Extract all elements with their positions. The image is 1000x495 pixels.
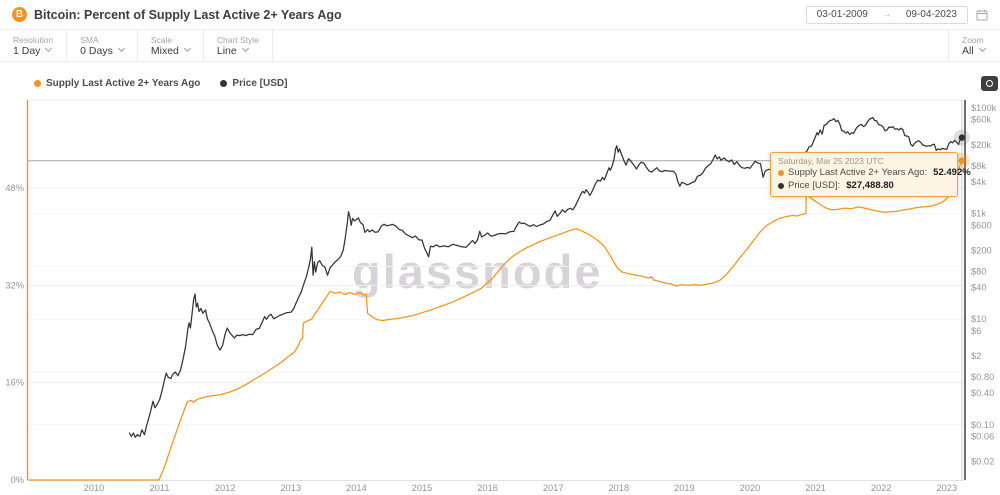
chart-tooltip: Saturday, Mar 25 2023 UTC Supply Last Ac… bbox=[770, 152, 971, 197]
x-axis-tick-label: 2017 bbox=[543, 483, 564, 493]
legend-dot-icon bbox=[220, 80, 228, 87]
bitcoin-icon: B bbox=[12, 7, 27, 22]
tooltip-row-label: Supply Last Active 2+ Years Ago: bbox=[788, 167, 928, 178]
date-to-value[interactable]: 09-04-2023 bbox=[905, 9, 957, 20]
glassnode-watermark: glassnode bbox=[352, 245, 603, 298]
chevron-down-icon bbox=[183, 44, 191, 53]
series-line-left bbox=[28, 160, 963, 481]
chevron-down-icon bbox=[241, 44, 249, 53]
x-axis-tick-label: 2023 bbox=[936, 483, 957, 493]
right-axis-tick-label: $6 bbox=[971, 326, 981, 336]
chevron-down-icon bbox=[117, 44, 125, 53]
camera-icon bbox=[986, 80, 993, 87]
right-axis-tick-label: $20k bbox=[971, 140, 992, 150]
sma-select[interactable]: SMA 0 Days bbox=[67, 30, 138, 61]
chevron-down-icon bbox=[45, 44, 53, 53]
tooltip-date: Saturday, Mar 25 2023 UTC bbox=[778, 156, 884, 166]
date-from-value[interactable]: 03-01-2009 bbox=[816, 9, 868, 20]
right-axis-tick-label: $0.40 bbox=[971, 388, 994, 398]
right-axis-tick-label: $60k bbox=[971, 115, 992, 125]
right-axis-tick-label: $8k bbox=[971, 161, 986, 171]
right-axis-tick-label: $10 bbox=[971, 314, 987, 324]
right-axis-tick-label: $600 bbox=[971, 220, 992, 230]
chart-style-select[interactable]: Chart Style Line bbox=[204, 30, 273, 61]
right-axis-tick-label: $4k bbox=[971, 177, 986, 187]
right-axis-tick-label: $100k bbox=[971, 103, 997, 113]
zoom-select[interactable]: Zoom All bbox=[948, 30, 1000, 61]
right-axis-tick-label: $2 bbox=[971, 351, 981, 361]
date-range-arrow-icon: → bbox=[881, 9, 892, 20]
legend-item[interactable]: Price [USD] bbox=[220, 78, 287, 89]
chart-toolbar: Resolution 1 Day SMA 0 Days Scale Mixed Chart … bbox=[0, 30, 1000, 62]
x-axis-tick-label: 2013 bbox=[280, 483, 301, 493]
tooltip-row: Supply Last Active 2+ Years Ago: 52.492% bbox=[778, 167, 971, 180]
legend-dot-icon bbox=[34, 80, 41, 87]
date-range-picker[interactable]: 03-01-2009 → 09-04-2023 bbox=[805, 5, 968, 24]
calendar-icon-glyph bbox=[976, 9, 988, 20]
legend-label: Supply Last Active 2+ Years Ago bbox=[46, 78, 201, 89]
scale-select[interactable]: Scale Mixed bbox=[138, 30, 204, 61]
title-bar: B Bitcoin: Percent of Supply Last Active… bbox=[0, 0, 1000, 30]
resolution-select[interactable]: Resolution 1 Day bbox=[0, 30, 68, 61]
x-axis-tick-label: 2016 bbox=[477, 483, 498, 493]
page-title: Bitcoin: Percent of Supply Last Active 2… bbox=[34, 7, 342, 22]
camera-button[interactable] bbox=[981, 76, 998, 91]
right-axis-tick-label: $0.10 bbox=[971, 420, 994, 430]
x-axis-tick-label: 2020 bbox=[740, 483, 761, 493]
zoom-label: Zoom bbox=[962, 34, 984, 45]
left-axis-tick-label: 32% bbox=[5, 280, 24, 290]
right-axis-tick-label: $200 bbox=[971, 246, 992, 256]
x-axis-tick-label: 2021 bbox=[805, 483, 826, 493]
left-axis-tick-label: 0% bbox=[11, 475, 24, 485]
left-axis-tick-label: 48% bbox=[5, 183, 24, 193]
tooltip-row-label: Price [USD]: bbox=[788, 179, 841, 191]
legend-item[interactable]: Supply Last Active 2+ Years Ago bbox=[34, 78, 200, 89]
legend: Supply Last Active 2+ Years Ago Price [US… bbox=[34, 78, 287, 89]
x-axis-tick-label: 2010 bbox=[84, 483, 105, 493]
right-axis-tick-label: $0.02 bbox=[971, 457, 994, 467]
toolbar-controls: Resolution 1 Day SMA 0 Days Scale Mixed Chart … bbox=[0, 30, 273, 61]
tooltip-row: Price [USD]: $27,488.80 bbox=[778, 180, 950, 193]
supply-marker-dot bbox=[958, 157, 966, 164]
tooltip-row-value: $27,488.80 bbox=[846, 179, 894, 191]
x-axis-tick-label: 2018 bbox=[608, 483, 629, 493]
x-axis-tick-label: 2022 bbox=[871, 483, 892, 493]
x-axis-tick-label: 2015 bbox=[412, 483, 433, 493]
x-axis-tick-label: 2019 bbox=[674, 483, 695, 493]
tooltip-series-dot-icon bbox=[778, 170, 784, 177]
right-axis-tick-label: $80 bbox=[971, 267, 987, 277]
x-axis-tick-label: 2014 bbox=[346, 483, 367, 493]
left-axis-tick-label: 16% bbox=[5, 378, 24, 388]
right-axis-tick-label: $1k bbox=[971, 209, 986, 219]
tooltip-rows: Supply Last Active 2+ Years Ago: 52.492% P… bbox=[778, 167, 971, 193]
price-marker-dot bbox=[958, 134, 966, 141]
right-axis-tick-label: $0.06 bbox=[971, 432, 994, 442]
x-axis-tick-label: 2011 bbox=[150, 483, 170, 493]
right-axis-tick-label: $0.80 bbox=[971, 372, 994, 382]
chevron-down-icon bbox=[978, 44, 986, 53]
price-marker-halo bbox=[953, 129, 970, 146]
x-axis-tick-label: 2012 bbox=[215, 483, 236, 493]
tooltip-series-dot-icon bbox=[778, 182, 784, 189]
tooltip-row-value: 52.492% bbox=[933, 167, 971, 178]
zoom-value: All bbox=[962, 44, 974, 57]
legend-label: Price [USD] bbox=[232, 78, 288, 89]
calendar-icon[interactable] bbox=[976, 9, 988, 21]
right-axis-tick-label: $40 bbox=[971, 282, 987, 292]
